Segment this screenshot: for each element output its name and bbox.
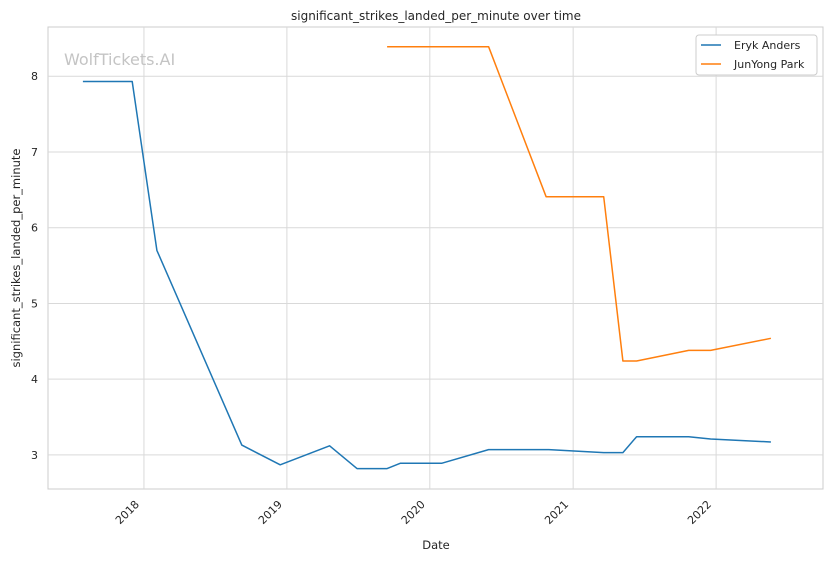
x-axis-label: Date: [422, 538, 450, 552]
series-line-eryk-anders: [82, 80, 771, 470]
y-tick-labels: 3 4 5 6 7 8: [31, 70, 38, 462]
y-tick-label: 3: [31, 449, 38, 462]
x-tick-labels: 2018 2019 2020 2021 2022: [113, 498, 714, 527]
legend-box: [695, 34, 818, 76]
x-tick-label: 2020: [399, 498, 428, 527]
x-tick-label: 2022: [685, 498, 714, 527]
grid-lines: [48, 27, 823, 489]
x-tick-label: 2018: [113, 498, 142, 527]
y-tick-label: 5: [31, 297, 38, 310]
y-tick-label: 8: [31, 70, 38, 83]
legend: Eryk Anders JunYong Park: [695, 34, 818, 76]
x-tick-label: 2021: [542, 498, 571, 527]
watermark: WolfTickets.AI: [64, 50, 175, 69]
legend-label-eryk-anders: Eryk Anders: [734, 39, 801, 52]
y-tick-label: 7: [31, 146, 38, 159]
x-tick-label: 2019: [256, 498, 285, 527]
series-line-junyong-park: [387, 45, 772, 362]
y-tick-label: 6: [31, 222, 38, 235]
y-tick-label: 4: [31, 373, 38, 386]
series-lines: [82, 45, 772, 470]
legend-label-junyong-park: JunYong Park: [733, 58, 805, 71]
y-axis-label: significant_strikes_landed_per_minute: [9, 149, 23, 368]
chart-title: significant_strikes_landed_per_minute ov…: [291, 9, 581, 23]
plot-area: [47, 26, 824, 490]
